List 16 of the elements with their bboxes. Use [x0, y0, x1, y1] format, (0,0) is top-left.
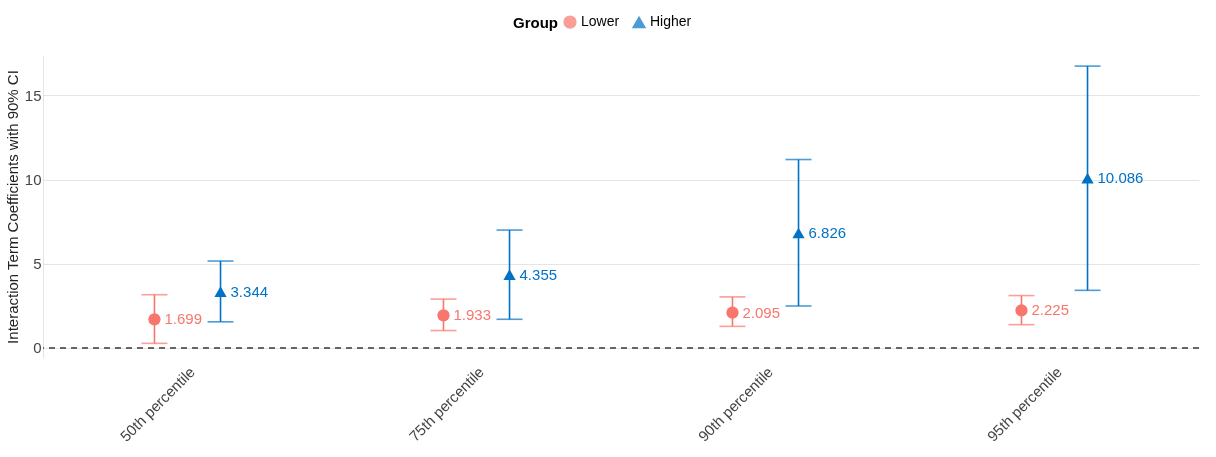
data-label: 1.699 [164, 310, 203, 328]
legend-title: Group [513, 14, 558, 31]
data-label: 2.225 [1031, 301, 1070, 319]
y-tick-label: 0 [33, 339, 42, 357]
data-label: 10.086 [1097, 169, 1144, 187]
data-label: 1.933 [453, 306, 492, 324]
y-tick-label: 15 [24, 86, 42, 104]
y-tick-label: 5 [33, 255, 42, 273]
legend-label: Lower [581, 13, 620, 30]
y-tick-label: 10 [24, 171, 42, 189]
y-axis-title: Interaction Term Coefficients with 90% CI [3, 70, 21, 344]
data-label: 6.826 [808, 224, 847, 241]
legend-label: Higher [650, 13, 692, 30]
data-label: 2.095 [742, 303, 781, 321]
data-label: 3.344 [230, 282, 269, 300]
data-label: 4.355 [519, 265, 558, 283]
